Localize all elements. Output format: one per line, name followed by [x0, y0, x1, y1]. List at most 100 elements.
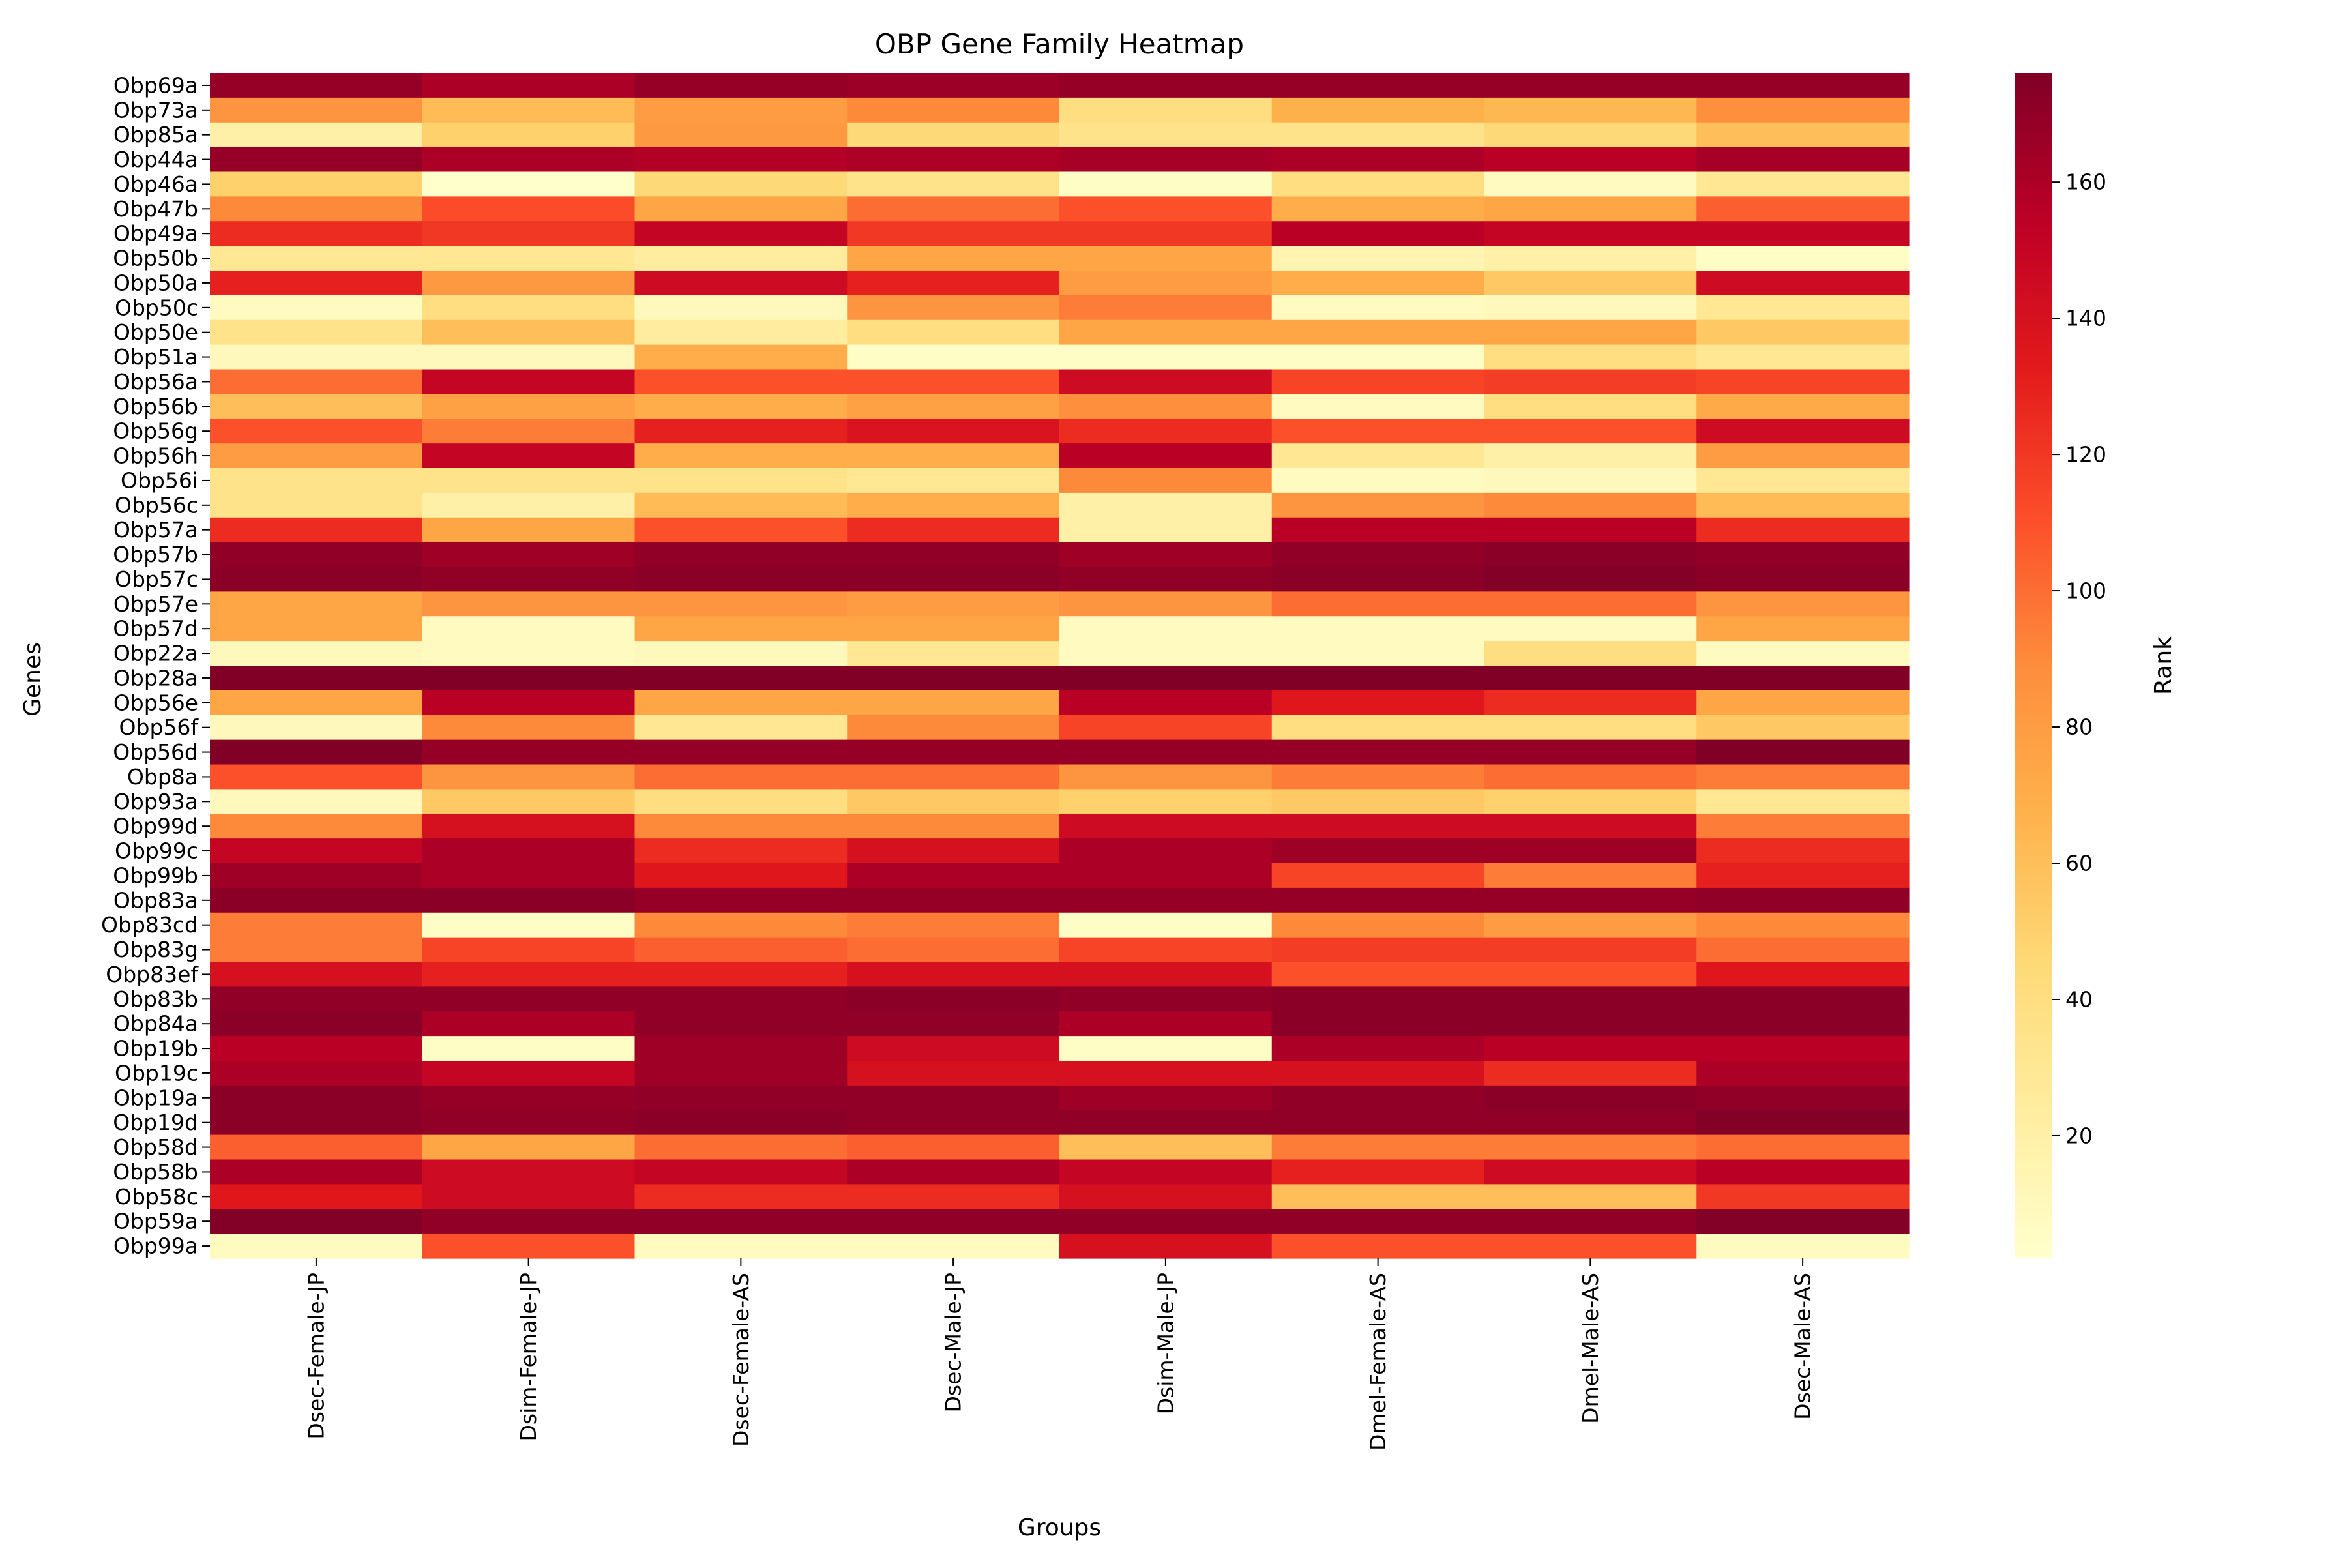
y-tick-label: Obp56f [119, 715, 199, 740]
heatmap-cell [1271, 1036, 1485, 1061]
y-tick-label: Obp50c [115, 295, 198, 320]
y-tick-label: Obp99c [115, 838, 198, 864]
heatmap-cell [1696, 1110, 1910, 1136]
heatmap-cell [1059, 838, 1273, 864]
heatmap-cell [1059, 196, 1273, 222]
colorbar-tick-label: 120 [2065, 442, 2106, 467]
heatmap-cell [1271, 962, 1485, 987]
heatmap-cell [634, 1159, 848, 1185]
heatmap-cell [210, 1184, 423, 1209]
heatmap-cell [1696, 369, 1910, 394]
heatmap-cell [1484, 863, 1697, 889]
heatmap-cell [1696, 1036, 1910, 1061]
heatmap-cell [1059, 1209, 1273, 1234]
heatmap-cell [422, 517, 636, 543]
heatmap-cell [1484, 739, 1697, 765]
heatmap-cell [634, 1234, 848, 1259]
heatmap-cell [634, 419, 848, 444]
heatmap-cell [1059, 97, 1273, 123]
heatmap-cell [1271, 492, 1485, 518]
heatmap-cell [1484, 715, 1697, 741]
heatmap-cell [847, 1209, 1060, 1234]
heatmap-cell [1271, 1159, 1485, 1185]
y-tick-label: Obp56c [115, 492, 198, 518]
heatmap-cell [634, 986, 848, 1012]
heatmap-cell [1059, 1159, 1273, 1185]
heatmap-cell [1484, 690, 1697, 716]
y-tick-label: Obp58b [113, 1159, 198, 1185]
heatmap-cell [1271, 468, 1485, 494]
heatmap-cell [422, 147, 636, 173]
x-axis: Dsec-Female-JP Dsim-Female-JP Dsec-Female-… [303, 1258, 1816, 1451]
heatmap-cell [847, 666, 1060, 691]
y-tick-label: Obp50a [113, 270, 198, 295]
heatmap-cell [210, 246, 423, 271]
y-tick-label: Obp93a [113, 789, 198, 814]
heatmap-cell [422, 1061, 636, 1086]
heatmap-cell [1696, 789, 1910, 814]
heatmap-cell [847, 171, 1060, 197]
heatmap-cell [1696, 1061, 1910, 1086]
heatmap-cell [634, 147, 848, 173]
heatmap-cell [1059, 492, 1273, 518]
heatmap-cell [1696, 196, 1910, 222]
heatmap-cell [1696, 147, 1910, 173]
heatmap-cell [847, 295, 1060, 321]
heatmap-cell [634, 616, 848, 642]
heatmap-cell [1059, 319, 1273, 346]
heatmap-cell [1696, 591, 1910, 617]
heatmap-cell [1696, 863, 1910, 889]
colorbar-tick-label: 40 [2065, 986, 2093, 1012]
heatmap-cell [210, 986, 423, 1012]
heatmap-cell [1059, 517, 1273, 543]
heatmap-cell [210, 171, 423, 197]
heatmap-cell [1696, 912, 1910, 938]
colorbar-tick-label: 160 [2065, 170, 2106, 195]
heatmap-cell [1271, 246, 1485, 271]
heatmap-cell [634, 319, 848, 346]
y-tick-label: Obp57d [113, 616, 198, 642]
heatmap-cell [1484, 147, 1697, 173]
heatmap-cell [847, 838, 1060, 864]
heatmap-cell [422, 690, 636, 716]
heatmap-cell [634, 764, 848, 790]
heatmap-cell [422, 814, 636, 839]
heatmap-cell [422, 1085, 636, 1111]
heatmap-cell [422, 641, 636, 666]
y-tick-label: Obp69a [113, 72, 198, 98]
colorbar-tick-label: 20 [2065, 1123, 2093, 1148]
heatmap-cell [210, 1159, 423, 1185]
heatmap-cell [1059, 171, 1273, 197]
heatmap-cell [634, 492, 848, 518]
heatmap-cell [1059, 419, 1273, 444]
heatmap-cell [634, 246, 848, 271]
heatmap-cell [1696, 1159, 1910, 1185]
heatmap-cell [634, 739, 848, 765]
heatmap-cell [847, 419, 1060, 444]
heatmap-cell [210, 1134, 423, 1161]
heatmap-cell [1271, 295, 1485, 321]
heatmap-cell [1059, 567, 1273, 592]
heatmap-cell [210, 517, 423, 543]
heatmap-cell [1271, 1085, 1485, 1111]
heatmap-cell [422, 887, 636, 913]
heatmap-cell [1696, 616, 1910, 642]
heatmap-cell [634, 1036, 848, 1061]
heatmap-cell [634, 1085, 848, 1111]
x-tick-label: Dsec-Male-JP [941, 1273, 966, 1413]
heatmap-cell [1484, 986, 1697, 1012]
heatmap-cell [210, 591, 423, 617]
heatmap-cell [210, 271, 423, 296]
heatmap-cell [847, 394, 1060, 419]
heatmap-cell [1696, 838, 1910, 864]
heatmap-cell [1271, 1234, 1485, 1259]
heatmap-cell [210, 1011, 423, 1037]
heatmap-cell [1696, 1234, 1910, 1259]
heatmap-cell [210, 295, 423, 321]
y-tick-label: Obp73a [113, 97, 198, 123]
heatmap-cell [1696, 887, 1910, 913]
heatmap-cell [422, 221, 636, 246]
heatmap-cell [1484, 319, 1697, 346]
heatmap-cell [634, 196, 848, 222]
heatmap-cell [1271, 319, 1485, 346]
